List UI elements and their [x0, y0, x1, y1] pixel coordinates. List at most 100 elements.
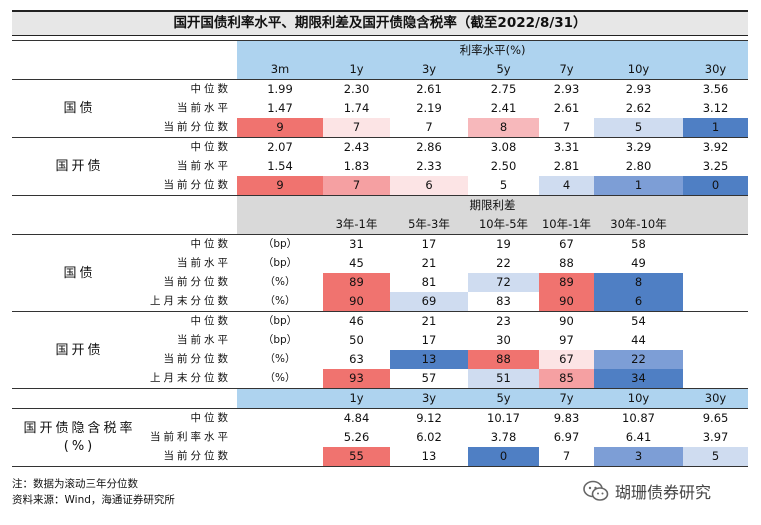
unit-cell: （%）	[264, 295, 296, 307]
blank-cell	[683, 312, 748, 332]
blank-cell	[683, 369, 748, 389]
column-header: 30年-10年	[594, 215, 683, 235]
row-label: 中位数	[190, 238, 231, 250]
value-cell: 90	[539, 292, 594, 312]
column-header: 10y	[594, 388, 683, 409]
column-header: 3m	[237, 60, 323, 80]
row-label: 当前分位数	[163, 450, 231, 462]
column-header: 1y	[323, 60, 390, 80]
corner-cell	[12, 60, 237, 80]
value-cell: 2.19	[416, 101, 442, 115]
value-cell: 1.74	[343, 101, 370, 115]
value-cell: 6	[594, 292, 683, 312]
value-cell: 30	[496, 333, 511, 347]
table-row: 国开债 中位数 2.07 2.43 2.86 3.08 3.31 3.29 3.92	[12, 138, 748, 174]
value-cell: 85	[539, 369, 594, 389]
table-row: 1y 3y 5y 7y 10y 30y	[12, 388, 749, 409]
value-cell: 7	[323, 118, 390, 138]
table-row: 3m 1y 3y 5y 7y 10y 30y	[12, 60, 749, 80]
value-cell: 5	[594, 118, 683, 138]
table-row: 上月末分位数 （%） 93 57 51 85 34	[12, 369, 749, 389]
unit-cell: （bp）	[262, 238, 298, 250]
value-cell: 2.30	[343, 82, 370, 96]
value-cell: 3.29	[625, 140, 652, 154]
row-label: 当前水平	[177, 257, 231, 269]
table-row: 国开债 中位数 （bp） 46 21 23 90 54	[12, 312, 748, 358]
unit-cell: （bp）	[262, 315, 298, 327]
value-cell: 90	[559, 314, 574, 328]
group-label: 国开债	[55, 342, 104, 358]
table-row: 期限利差	[12, 195, 749, 215]
table-row: 国债 中位数 （bp） 31 17 19 67 58	[12, 235, 748, 281]
column-header: 5y	[468, 388, 539, 409]
note-line: 注：数据为滚动三年分位数	[12, 478, 138, 490]
value-cell: 1.99	[267, 82, 293, 96]
value-cell: 17	[421, 237, 437, 251]
column-header: 3y	[390, 388, 468, 409]
value-cell: 6.41	[625, 430, 652, 444]
blank-cell	[683, 292, 748, 312]
value-cell: 21	[421, 256, 437, 270]
row-label: 当前水平	[177, 102, 231, 114]
table-row: 国开债隐含税率 (%) 中位数 4.84 9.12 10.17 9.83 10.87 9.65	[12, 409, 748, 454]
value-cell: 88	[559, 256, 574, 270]
value-cell: 50	[349, 333, 364, 347]
value-cell: 2.93	[553, 82, 580, 96]
table-row: 当前水平 1.54 1.83 2.33 2.50 2.81 2.80 3.25	[12, 157, 748, 176]
column-header: 1y	[323, 388, 390, 409]
value-cell: 2.50	[490, 159, 517, 173]
value-cell: 13	[390, 350, 468, 369]
value-cell: 3.25	[702, 159, 729, 173]
blank-cell	[237, 388, 323, 409]
unit-cell: （bp）	[262, 334, 298, 346]
value-cell: 22	[496, 256, 511, 270]
row-label: 当前分位数	[163, 121, 231, 133]
value-cell: 9	[237, 176, 323, 196]
value-cell: 49	[631, 256, 646, 270]
blank-cell	[683, 235, 748, 255]
table-title: 国开国债利率水平、期限利差及国开债隐含税率（截至2022/8/31）	[12, 10, 748, 36]
value-cell: 8	[468, 118, 539, 138]
corner-cell	[12, 41, 237, 61]
table-row: 当前利率水平 5.26 6.02 3.78 6.97 6.41 3.97	[12, 428, 748, 447]
value-cell: 2.86	[416, 140, 442, 154]
value-cell: 90	[323, 292, 390, 312]
value-cell: 1	[683, 118, 749, 138]
table-row: 当前水平 1.47 1.74 2.19 2.41 2.61 2.62 3.12	[12, 99, 748, 118]
value-cell: 93	[323, 369, 390, 389]
source-line: 资料来源：Wind，海通证券研究所	[12, 494, 175, 506]
blank-cell	[683, 331, 748, 350]
value-cell: 2.07	[267, 140, 293, 154]
row-label: 当前利率水平	[150, 431, 231, 443]
value-cell: 10.17	[487, 411, 520, 425]
column-header: 5y	[468, 60, 539, 80]
value-cell: 5	[468, 176, 539, 196]
column-header: 7y	[539, 388, 594, 409]
value-cell: 5	[683, 447, 749, 467]
table-row: 3年-1年 5年-3年 10年-5年 10年-1年 30年-10年	[12, 215, 749, 235]
value-cell: 7	[539, 447, 594, 467]
value-cell: 67	[559, 237, 574, 251]
value-cell: 88	[468, 350, 539, 369]
wechat-icon	[583, 480, 609, 501]
tax-label-line1: 国开债隐含税率	[23, 420, 136, 436]
value-cell: 7	[323, 176, 390, 196]
corner-cell	[12, 389, 237, 409]
value-cell: 45	[349, 256, 364, 270]
row-label: 当前水平	[177, 160, 231, 172]
value-cell: 2.62	[625, 101, 652, 115]
value-cell: 0	[683, 176, 749, 196]
blank-cell	[237, 447, 323, 467]
value-cell: 23	[496, 314, 511, 328]
value-cell: 19	[496, 237, 511, 251]
value-cell: 2.81	[553, 159, 580, 173]
table-row: 当前分位数 9 7 7 8 7 5 1	[12, 118, 749, 138]
value-cell: 9	[237, 118, 323, 138]
value-cell: 1.47	[267, 101, 293, 115]
value-cell: 9.12	[416, 411, 442, 425]
table-row: 上月末分位数 （%） 90 69 83 90 6	[12, 292, 749, 312]
value-cell: 2.75	[490, 82, 517, 96]
value-cell: 51	[468, 369, 539, 389]
value-cell: 54	[631, 314, 646, 328]
row-label: 上月末分位数	[150, 372, 231, 384]
